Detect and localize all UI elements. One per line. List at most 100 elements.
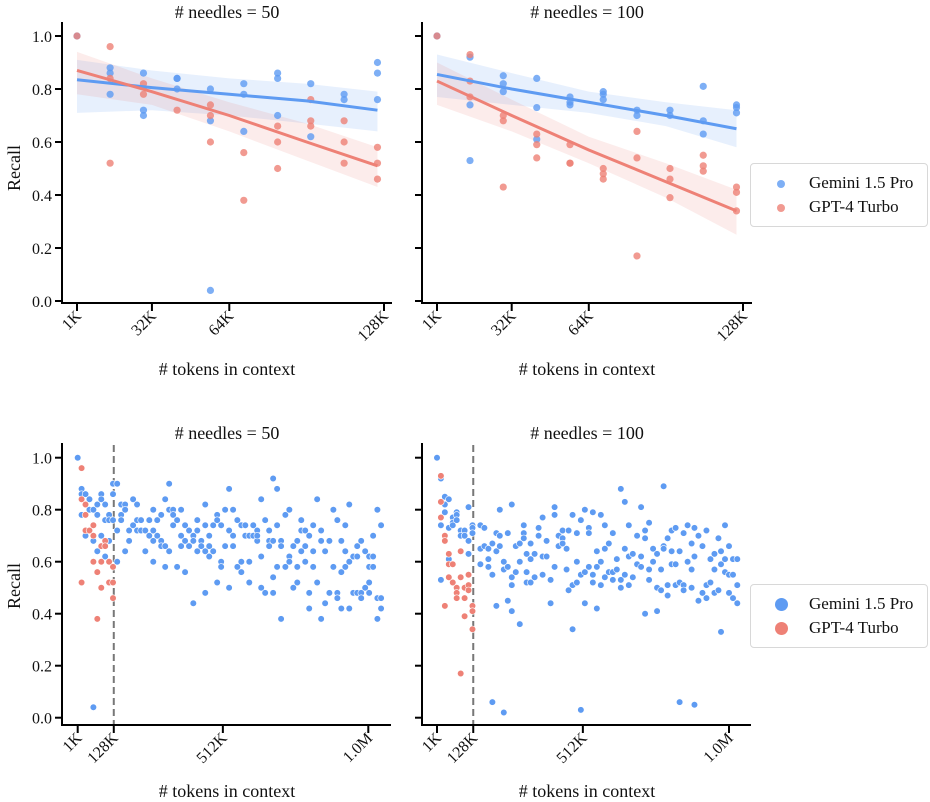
point-gemini <box>649 558 657 566</box>
point-gpt <box>307 117 315 125</box>
point-gpt <box>445 550 453 558</box>
point-gemini <box>585 529 593 537</box>
point-gemini <box>484 545 492 553</box>
point-gemini <box>237 558 245 566</box>
point-gemini <box>480 524 488 532</box>
point-gemini <box>117 516 125 524</box>
point-gemini <box>550 511 559 519</box>
regression-line-gpt <box>436 79 738 213</box>
point-gemini <box>601 545 609 553</box>
gemini-marker-icon <box>777 180 785 188</box>
point-gemini <box>508 607 516 615</box>
y-tick-label: 0.8 <box>32 503 52 520</box>
point-gpt <box>97 584 105 592</box>
point-gpt <box>599 170 607 178</box>
point-gemini <box>564 586 573 594</box>
point-gemini <box>93 547 101 555</box>
point-gemini <box>500 558 508 566</box>
point-gemini <box>492 547 500 555</box>
point-gemini <box>625 581 633 589</box>
point-gpt <box>666 164 674 173</box>
point-gemini <box>357 537 365 545</box>
point-gpt <box>206 138 215 146</box>
x-tick-label: 512K <box>554 729 591 766</box>
point-gpt <box>89 558 97 566</box>
x-tick-label: 64K <box>206 307 238 339</box>
point-gemini <box>85 495 94 503</box>
gpt-marker-icon <box>777 204 785 212</box>
point-gemini <box>93 511 101 519</box>
legend-bottom: Gemini 1.5 Pro GPT-4 Turbo <box>750 584 928 648</box>
point-gemini <box>504 529 512 537</box>
point-gpt <box>732 188 741 196</box>
point-gemini <box>710 565 719 574</box>
legend-item-gpt: GPT-4 Turbo <box>751 617 927 641</box>
point-gemini <box>221 542 229 550</box>
point-gemini <box>601 573 609 581</box>
point-gpt <box>468 607 477 615</box>
point-gemini <box>613 555 621 563</box>
point-gemini <box>317 615 325 623</box>
point-gemini <box>633 532 641 540</box>
point-gemini <box>613 565 621 574</box>
point-gemini <box>504 563 512 571</box>
point-gpt <box>206 101 215 109</box>
point-gemini <box>106 64 114 72</box>
point-gemini <box>97 495 105 503</box>
x-tick-label: 1K <box>59 307 85 333</box>
y-tick-label: 1.0 <box>32 29 52 46</box>
point-gpt <box>307 122 315 130</box>
point-gemini <box>189 537 197 545</box>
point-gemini <box>217 521 225 529</box>
x-tick-label: 32K <box>128 307 160 339</box>
y-tick-label: 0.4 <box>32 607 52 624</box>
point-gemini <box>177 532 185 540</box>
point-gemini <box>109 516 117 524</box>
point-gpt <box>93 568 101 576</box>
point-gemini <box>377 521 385 529</box>
point-gemini <box>357 594 365 602</box>
point-gemini <box>213 516 221 524</box>
point-gemini <box>589 578 597 587</box>
point-gemini <box>229 532 237 540</box>
point-gemini <box>690 701 699 709</box>
point-gemini <box>706 578 715 587</box>
x-tick-label: 1K <box>60 729 86 755</box>
point-gemini <box>185 542 193 550</box>
point-gemini <box>305 604 313 613</box>
point-gemini <box>664 591 672 600</box>
point-gemini <box>717 628 725 636</box>
point-gemini <box>702 594 711 602</box>
point-gemini <box>706 555 715 563</box>
point-gemini <box>566 101 574 109</box>
point-gpt <box>81 500 90 509</box>
point-gemini <box>293 537 301 545</box>
point-gemini <box>193 547 201 555</box>
point-gemini <box>141 547 149 555</box>
point-gemini <box>177 506 185 514</box>
point-gemini <box>516 539 524 548</box>
point-gemini <box>297 547 305 555</box>
point-gemini <box>500 708 508 717</box>
point-gpt <box>449 578 457 587</box>
point-gemini <box>520 521 528 529</box>
point-gemini <box>672 560 680 568</box>
point-gemini <box>193 516 201 524</box>
point-gemini <box>206 85 215 93</box>
x-axis-label: # tokens in context <box>519 781 655 801</box>
point-gemini <box>133 500 141 509</box>
point-gpt <box>77 495 86 503</box>
panel-bottom-left: # needles = 50 Recall # tokens in contex… <box>4 423 391 801</box>
point-gemini <box>698 589 707 597</box>
point-gemini <box>690 524 699 532</box>
point-gemini <box>81 490 90 498</box>
point-gemini <box>129 495 137 503</box>
point-gemini <box>672 524 680 532</box>
point-gemini <box>710 550 719 558</box>
point-gemini <box>645 576 653 584</box>
point-gemini <box>597 558 605 566</box>
point-gemini <box>527 555 535 563</box>
point-gemini <box>637 503 645 511</box>
legend-label: Gemini 1.5 Pro <box>809 594 914 613</box>
point-gemini <box>193 526 201 535</box>
